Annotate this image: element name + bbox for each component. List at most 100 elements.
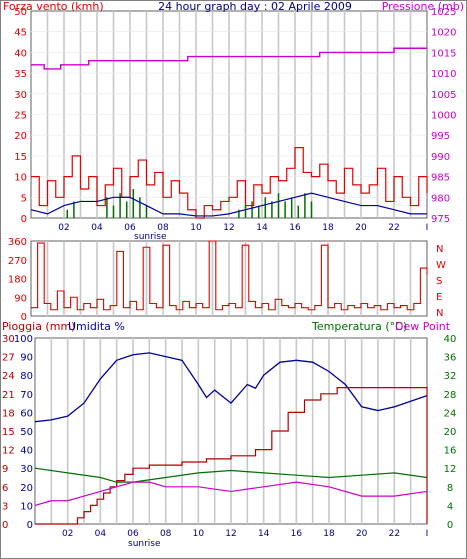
temperature-tick-label: 36 <box>444 353 457 364</box>
wind-tick-label: 30 <box>14 90 27 101</box>
temp-humidity-axes: 0369121518212427300102030405060708090100… <box>2 334 456 539</box>
chart-main-title: 24 hour graph day : 02 Aprile 2009 <box>158 0 352 13</box>
rain-tick-label: 6 <box>2 483 8 494</box>
pressure-tick-label: 1000 <box>431 111 456 122</box>
wind-tick-label: 10 <box>14 173 27 184</box>
x-tick-label: I <box>426 223 429 233</box>
humidity-tick-label: 90 <box>20 353 33 364</box>
x-tick-label: 06 <box>124 223 136 233</box>
direction-tick-label: 90 <box>14 293 27 304</box>
humidity-axis-title: Umidita % <box>68 320 125 333</box>
pressure-tick-label: 980 <box>431 193 450 204</box>
pressure-tick-label: 995 <box>431 131 450 142</box>
compass-label-n-top: N <box>436 244 443 255</box>
x-tick-label: 20 <box>356 529 368 539</box>
x-tick-label: 22 <box>388 223 399 233</box>
x-tick-label: 12 <box>225 529 236 539</box>
x-tick-label: 16 <box>291 529 303 539</box>
wind-tick-label: 50 <box>14 7 27 18</box>
wind-direction-marks <box>31 240 428 311</box>
compass-label-e: E <box>436 292 442 303</box>
compass-labels: N W S E N <box>436 244 446 319</box>
temp-humidity-marks <box>34 352 428 525</box>
x-tick-label: 10 <box>190 223 202 233</box>
humidity-line <box>34 352 428 423</box>
temperature-tick-label: 40 <box>444 334 457 345</box>
rain-tick-label: 9 <box>2 464 8 475</box>
pressure-tick-label: 1015 <box>431 48 456 59</box>
temperature-tick-label: 12 <box>444 464 457 475</box>
x-tick-label: 08 <box>160 529 172 539</box>
wind-tick-label: 40 <box>14 48 27 59</box>
humidity-tick-label: 40 <box>20 446 33 457</box>
x-tick-label: 02 <box>62 529 73 539</box>
x-tick-label: I <box>426 529 429 539</box>
rain-line <box>35 387 428 525</box>
x-tick-label: 18 <box>322 223 334 233</box>
temperature-tick-label: 20 <box>444 427 457 438</box>
temperature-line <box>34 467 428 483</box>
rain-tick-label: 24 <box>2 371 15 382</box>
wind-tick-label: 25 <box>14 111 27 122</box>
temperature-tick-label: 32 <box>444 371 457 382</box>
humidity-tick-label: 60 <box>20 408 33 419</box>
wind-pressure-marks <box>30 47 428 219</box>
rain-axis-title: Pioggia (mm) <box>2 320 75 333</box>
humidity-tick-label: 0 <box>27 520 33 531</box>
rain-tick-label: 15 <box>2 427 15 438</box>
pressure-tick-label: 985 <box>431 173 450 184</box>
humidity-tick-label: 70 <box>20 390 33 401</box>
x-tick-label: 04 <box>95 529 107 539</box>
direction-tick-label: 180 <box>8 275 27 286</box>
x-tick-label: 18 <box>323 529 335 539</box>
humidity-tick-label: 100 <box>14 334 33 345</box>
humidity-tick-label: 10 <box>20 501 33 512</box>
pressure-tick-label: 975 <box>431 214 450 225</box>
sunrise-label-1: sunrise <box>134 232 167 242</box>
temperature-tick-label: 0 <box>447 520 453 531</box>
x-tick-label: 06 <box>127 529 139 539</box>
x-tick-label: 02 <box>58 223 69 233</box>
rain-tick-label: 3 <box>2 501 8 512</box>
wind-tick-label: 35 <box>14 69 27 80</box>
dewpoint-axis-title: Dew Point <box>395 320 451 333</box>
temperature-axis-title: Temperatura (°C) <box>311 320 407 333</box>
x-tick-label: 10 <box>193 529 205 539</box>
pressure-line <box>31 47 427 70</box>
temperature-tick-label: 8 <box>447 483 453 494</box>
rain-tick-label: 27 <box>2 353 15 364</box>
wind-direction-axes: 0 90 180 270 360 <box>8 237 27 323</box>
x-tick-label: 22 <box>389 529 400 539</box>
compass-label-n-bottom: N <box>436 308 443 319</box>
wind-axis-title: Forza vento (kmh) <box>3 0 104 13</box>
wind-pressure-axes: 0510152025303540455097598098599099510001… <box>14 7 456 233</box>
rain-tick-label: 21 <box>2 390 15 401</box>
pressure-tick-label: 1025 <box>431 7 456 18</box>
sunrise-label-2: sunrise <box>128 539 161 549</box>
wind-tick-label: 20 <box>14 131 27 142</box>
direction-tick-label: 270 <box>8 256 27 267</box>
temperature-tick-label: 28 <box>444 390 457 401</box>
pressure-tick-label: 1005 <box>431 90 456 101</box>
x-tick-label: 16 <box>289 223 301 233</box>
wind-tick-label: 0 <box>21 214 27 225</box>
wind-direction-line <box>31 240 428 311</box>
x-tick-label: 04 <box>91 223 103 233</box>
wind-tick-label: 5 <box>21 193 27 204</box>
dewpoint-line <box>34 481 428 506</box>
x-tick-label: 14 <box>256 223 268 233</box>
pressure-tick-label: 1010 <box>431 69 456 80</box>
temperature-tick-label: 24 <box>444 408 457 419</box>
pressure-tick-label: 1020 <box>431 28 456 39</box>
pressure-axis-title: Pressione (mb) <box>382 0 464 13</box>
temperature-tick-label: 4 <box>447 501 453 512</box>
wind-average-line <box>30 192 427 217</box>
x-tick-label: 12 <box>223 223 234 233</box>
humidity-tick-label: 80 <box>20 371 33 382</box>
humidity-tick-label: 20 <box>20 483 33 494</box>
wind-speed-line <box>31 147 428 219</box>
rain-tick-label: 12 <box>2 446 15 457</box>
temp-humidity-grid <box>50 338 412 524</box>
compass-label-s: S <box>436 276 442 287</box>
